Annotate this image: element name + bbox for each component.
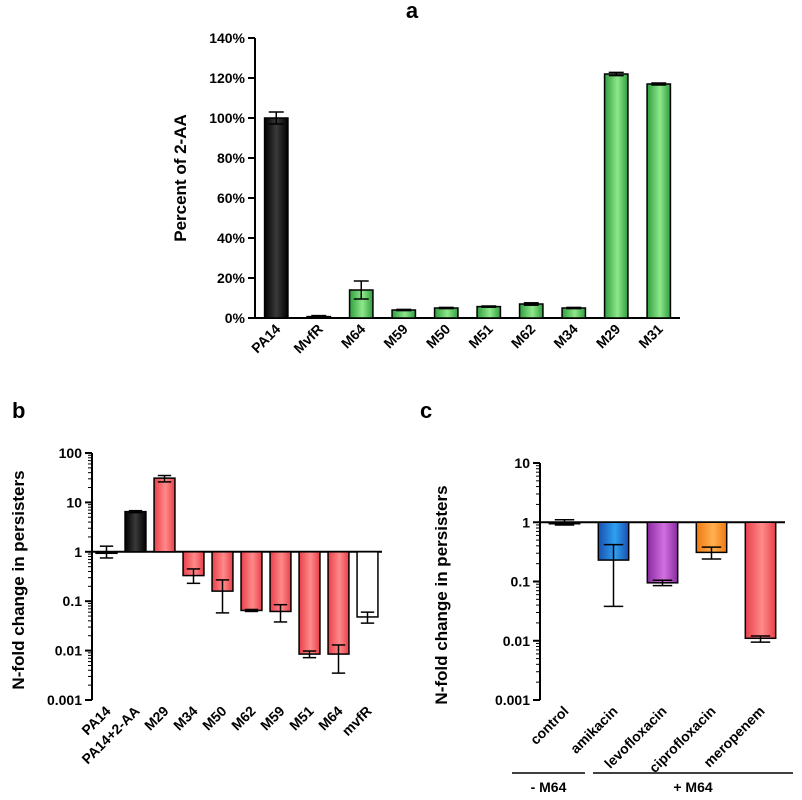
y-tick-label: 40% [217, 230, 246, 246]
panel-c-chart: 0.0010.010.1110controlamikacinlevofloxac… [495, 455, 793, 795]
x-category-label: M59 [257, 703, 288, 734]
x-category-label: M59 [380, 321, 411, 352]
bar-m34 [561, 307, 587, 319]
x-category-label: M51 [465, 321, 496, 352]
panel-b-ylabel: N-fold change in persisters [9, 470, 28, 689]
x-category-label: M50 [199, 703, 230, 734]
group-label: - M64 [531, 779, 567, 795]
panel-a-ylabel: Percent of 2-AA [171, 114, 190, 242]
bar-mvfr [356, 551, 379, 618]
x-category-label: MvfR [290, 321, 326, 357]
x-category-label: M31 [635, 321, 666, 352]
bar-m50 [433, 307, 459, 319]
y-tick-label: 0.1 [63, 593, 83, 609]
y-tick-label: 0.001 [495, 692, 530, 708]
bar-pa14-2-aa [124, 510, 147, 553]
y-tick-label: 10 [514, 455, 530, 471]
bar-m59 [269, 551, 292, 613]
x-category-label: M50 [423, 321, 454, 352]
x-category-label: M64 [338, 321, 369, 352]
y-tick-label: 100 [59, 445, 83, 461]
y-tick-label: 1 [74, 544, 82, 560]
x-category-label: PA14 [248, 321, 283, 356]
panel-a-chart: 0% 20% 40% 60% 80% 100% 120% 140% PA14 MvfR M64 M59… [209, 30, 680, 356]
bar-m62 [518, 303, 544, 319]
y-tick-label: 1 [522, 514, 530, 530]
x-category-label: M34 [550, 321, 581, 352]
bar-meropenem [744, 521, 777, 640]
bar-m29 [603, 73, 629, 319]
y-tick-label: 0.01 [55, 643, 82, 659]
group-label: + M64 [673, 779, 713, 795]
y-tick-label: 10 [66, 494, 82, 510]
y-tick-label: 0% [225, 310, 246, 326]
panel-b-chart: 0.0010.010.1110100PA14PA14+2-AAM29M34M50… [47, 445, 382, 767]
x-category-label: M34 [170, 703, 201, 734]
panel-b-letter: b [12, 398, 25, 423]
x-category-label: mvfR [339, 703, 375, 739]
bar-m31 [646, 83, 672, 319]
bar-m62 [240, 551, 263, 612]
bar-m29 [153, 477, 176, 553]
y-tick-label: 140% [209, 30, 245, 46]
x-category-label: M51 [286, 703, 317, 734]
bar-m51 [298, 551, 321, 655]
bar-m51 [476, 305, 502, 319]
y-tick-label: 60% [217, 190, 246, 206]
y-tick-label: 20% [217, 270, 246, 286]
y-tick-label: 80% [217, 150, 246, 166]
bar-levofloxacin [646, 521, 679, 584]
y-tick-label: 0.001 [47, 692, 82, 708]
y-tick-label: 0.01 [503, 633, 530, 649]
x-category-label: M62 [508, 321, 539, 352]
x-category-label: M29 [593, 321, 624, 352]
bar-pa14 [263, 117, 289, 319]
panel-c-letter: c [420, 398, 432, 423]
x-category-label: control [527, 703, 572, 748]
panel-a-letter: a [406, 0, 419, 23]
y-tick-label: 120% [209, 70, 245, 86]
bar-m64 [327, 551, 350, 655]
y-tick-label: 100% [209, 110, 245, 126]
y-tick-label: 0.1 [511, 574, 531, 590]
x-category-label: M29 [141, 703, 172, 734]
panel-c-ylabel: N-fold change in persisters [432, 485, 451, 704]
x-category-label: M62 [228, 703, 259, 734]
